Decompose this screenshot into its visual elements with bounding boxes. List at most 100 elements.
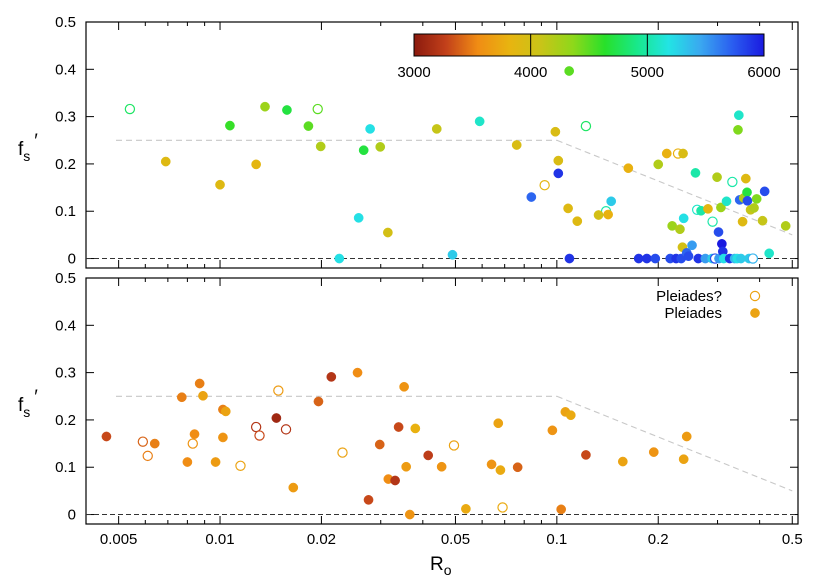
top-plot-frame	[85, 21, 799, 269]
top-data-point	[675, 224, 685, 235]
bottom-data-point	[681, 431, 692, 442]
bottom-data-point	[137, 436, 149, 447]
top-data-point	[526, 192, 537, 202]
top-y-tick-label: 0.3	[55, 109, 76, 126]
top-data-point	[383, 227, 393, 238]
bottom-panel: 0 0.1 0.2 0.3 0.4 0.5 fs′ 0.005 0.01 0.02 0.05 0.1 0…	[18, 270, 803, 578]
top-data-point	[764, 248, 775, 259]
bottom-data-point	[220, 406, 231, 417]
top-data-point	[650, 253, 661, 264]
bottom-data-point	[581, 450, 591, 460]
bottom-data-point	[337, 447, 348, 458]
colorbar-sample-point	[564, 66, 575, 76]
bottom-data-point	[423, 450, 434, 461]
top-data-point	[653, 159, 664, 170]
bottom-data-point	[313, 396, 324, 407]
top-data-point	[721, 196, 732, 207]
bottom-y-tick-label: 0.1	[55, 459, 76, 476]
bottom-data-point	[254, 430, 265, 441]
bottom-data-point	[326, 372, 337, 382]
top-data-point	[716, 202, 726, 213]
bottom-y-tick-label: 0.2	[55, 412, 76, 429]
bottom-data-point	[493, 418, 504, 429]
top-data-point	[751, 194, 762, 204]
bottom-data-point	[271, 413, 282, 423]
bottom-y-tick-label: 0	[68, 507, 76, 524]
top-data-point	[260, 101, 270, 112]
top-data-point	[606, 196, 617, 207]
top-data-point	[733, 125, 743, 135]
top-data-point	[447, 249, 458, 260]
bottom-data-point	[280, 424, 292, 435]
top-y-tick-label: 0.1	[55, 203, 76, 220]
top-data-point	[251, 159, 261, 170]
top-data-point	[315, 141, 326, 152]
top-data-point	[603, 209, 613, 220]
top-data-point	[740, 173, 751, 184]
bottom-data-point	[363, 495, 374, 505]
x-tick-label: 0.1	[546, 531, 567, 548]
bottom-y-tick-label: 0.5	[55, 270, 76, 287]
bottom-data-point	[461, 504, 471, 514]
x-tick-label: 0.02	[307, 531, 336, 548]
top-data-point	[749, 203, 759, 213]
bottom-y-tick-label: 0.3	[55, 365, 76, 382]
x-tick-label: 0.5	[782, 531, 803, 548]
bottom-data-point	[556, 504, 567, 515]
top-data-point	[633, 253, 644, 264]
bottom-y-tick-label: 0.4	[55, 317, 76, 334]
top-data-point	[737, 216, 748, 227]
top-data-point	[733, 110, 744, 121]
top-data-point	[334, 253, 345, 264]
bottom-data-point	[401, 461, 412, 472]
x-tick-label: 0.05	[441, 531, 470, 548]
bottom-data-point	[374, 439, 385, 450]
top-data-point	[707, 216, 718, 227]
legend-marker	[749, 290, 761, 302]
top-y-axis-label: fs′	[18, 131, 38, 164]
top-data-point	[780, 221, 791, 231]
bottom-data-point	[448, 440, 460, 451]
top-data-point	[759, 186, 770, 197]
top-data-point	[678, 213, 689, 224]
bottom-data-point	[198, 390, 208, 401]
top-data-point	[375, 142, 386, 152]
bottom-data-point	[288, 482, 299, 493]
legend-label: Pleiades?	[656, 288, 722, 305]
top-data-point	[683, 251, 694, 262]
top-data-point	[553, 155, 564, 166]
bottom-data-point	[182, 457, 193, 467]
top-data-point	[757, 215, 768, 226]
x-tick-label: 0.01	[205, 531, 234, 548]
bottom-data-point	[648, 447, 659, 457]
top-data-point	[539, 180, 550, 191]
top-data-point	[580, 120, 592, 132]
bottom-data-point	[565, 410, 576, 421]
top-y-tick-label: 0.5	[55, 14, 76, 31]
top-data-point	[225, 120, 235, 131]
top-data-point	[742, 187, 752, 198]
top-data-point	[563, 203, 573, 214]
top-data-point	[511, 140, 522, 150]
top-y-tick-label: 0.2	[55, 156, 76, 173]
bottom-data-point	[194, 378, 205, 389]
top-data-point	[572, 216, 583, 227]
bottom-data-point	[617, 456, 628, 467]
top-data-point	[742, 195, 753, 206]
colorbar-tick-label: 4000	[514, 64, 547, 81]
top-data-point	[623, 163, 634, 174]
top-data-point	[564, 253, 575, 264]
legend-label: Pleiades	[664, 305, 722, 322]
bottom-data-point	[101, 431, 112, 442]
top-data-point	[593, 210, 604, 220]
top-data-point	[365, 124, 375, 134]
top-data-point	[282, 105, 292, 115]
top-data-point	[358, 145, 369, 156]
bottom-data-point	[495, 465, 506, 475]
top-data-point	[747, 253, 759, 264]
colorbar-tick-label: 6000	[747, 64, 780, 81]
top-data-point	[124, 103, 136, 115]
top-data-point	[727, 176, 738, 188]
top-data-point	[312, 103, 323, 115]
